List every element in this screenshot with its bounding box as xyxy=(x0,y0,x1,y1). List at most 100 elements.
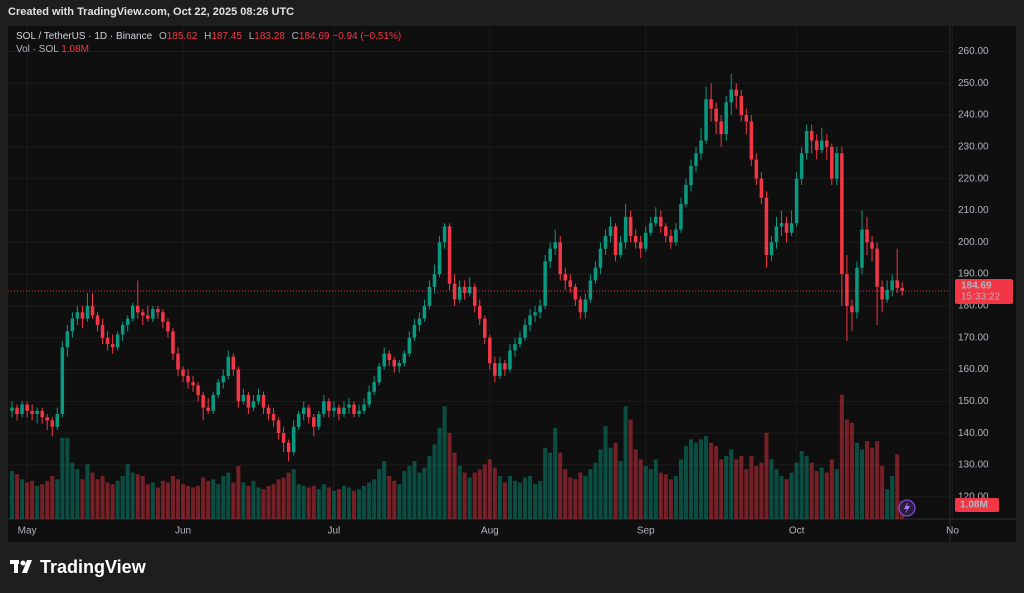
candle-body xyxy=(281,433,286,443)
volume-bar xyxy=(115,480,120,519)
volume-bar xyxy=(507,475,512,519)
candle-body xyxy=(759,178,764,198)
volume-bar xyxy=(196,485,201,519)
candle-body xyxy=(422,305,427,319)
candle-body xyxy=(628,216,633,236)
volume-value: 1.08M xyxy=(61,44,90,55)
volume-bar xyxy=(764,432,769,519)
volume-bar xyxy=(181,484,186,519)
candle-body xyxy=(241,394,246,402)
volume-bar xyxy=(523,477,528,519)
candle-body xyxy=(754,159,759,179)
candle-body xyxy=(417,318,422,325)
y-tick-label: 230.00 xyxy=(958,142,989,153)
candle-body xyxy=(648,223,653,233)
candle-body xyxy=(125,318,130,325)
volume-bar xyxy=(286,472,291,519)
volume-bar xyxy=(688,439,693,519)
volume-bar xyxy=(784,479,789,519)
candle-body xyxy=(825,140,829,147)
ohlc-letter: C xyxy=(291,31,299,42)
volume-bar xyxy=(387,475,392,519)
candle-body xyxy=(764,197,769,256)
volume-bar xyxy=(301,485,306,519)
y-tick-label: 160.00 xyxy=(958,364,989,375)
candle-body xyxy=(508,350,512,370)
volume-bar xyxy=(216,484,221,519)
ohlc-value: 185.62 xyxy=(166,31,198,42)
y-tick-label: 150.00 xyxy=(958,396,989,407)
candle-body xyxy=(367,391,371,405)
candle-body xyxy=(402,353,407,364)
candle-body xyxy=(714,108,718,122)
volume-bar xyxy=(517,482,523,519)
volume-title: Vol · SOL xyxy=(16,44,59,55)
volume-bar xyxy=(880,465,885,519)
volume-bar xyxy=(729,449,734,519)
volume-bar xyxy=(130,472,135,519)
volume-bar xyxy=(895,454,900,519)
candle-body xyxy=(115,334,120,348)
candle-body xyxy=(457,286,462,300)
volume-bar xyxy=(719,459,724,519)
candle-body xyxy=(583,299,588,313)
candle-body xyxy=(674,229,678,243)
volume-bar xyxy=(75,469,80,519)
volume-bar xyxy=(145,484,150,519)
candle-body xyxy=(538,305,542,313)
volume-bar xyxy=(170,475,175,519)
candle-body xyxy=(407,337,412,354)
candle-body xyxy=(156,309,160,313)
volume-bar xyxy=(422,467,427,519)
volume-bar xyxy=(844,419,849,519)
candle-body xyxy=(291,426,296,453)
candle-body xyxy=(342,407,346,415)
candle-body xyxy=(392,359,397,367)
volume-bar xyxy=(35,485,40,519)
volume-bar xyxy=(558,452,563,519)
candle-body xyxy=(633,235,638,243)
clip-group xyxy=(10,73,905,519)
candle-body xyxy=(382,353,386,367)
created-note: Created with TradingView.com, Oct 22, 20… xyxy=(8,6,295,18)
volume-bar xyxy=(819,467,824,519)
volume-bar xyxy=(804,456,809,519)
volume-bar xyxy=(824,472,829,519)
candle-body xyxy=(855,267,859,313)
x-tick-label: Oct xyxy=(789,526,805,537)
volume-bar xyxy=(653,459,658,519)
volume-bar xyxy=(870,447,875,519)
volume-bar xyxy=(472,472,477,519)
price-label-box xyxy=(955,278,1013,304)
ohlc-letter: H xyxy=(204,31,212,42)
volume-bar xyxy=(306,487,311,519)
candle-body xyxy=(362,404,366,411)
x-tick-label: Jun xyxy=(175,526,191,537)
candle-body xyxy=(256,394,261,402)
volume-bar xyxy=(382,460,387,519)
volume-bar xyxy=(321,484,326,519)
y-tick-label: 250.00 xyxy=(958,78,989,89)
volume-bar xyxy=(839,394,844,519)
volume-bar xyxy=(90,472,95,519)
candle-body xyxy=(603,235,608,249)
candle-body xyxy=(488,337,492,364)
volume-bar xyxy=(502,482,507,519)
candle-body xyxy=(317,414,321,427)
volume-bar xyxy=(120,475,125,519)
candle-body xyxy=(15,407,19,415)
candle-body xyxy=(201,394,205,408)
candle-body xyxy=(568,280,573,287)
candle-body xyxy=(623,216,628,243)
y-tick-label: 190.00 xyxy=(958,269,989,280)
candle-body xyxy=(523,324,527,338)
volume-bar xyxy=(372,479,377,519)
volume-bar xyxy=(849,422,854,519)
candle-body xyxy=(875,248,879,287)
volume-bar xyxy=(658,472,663,519)
candle-body xyxy=(427,286,432,306)
volume-bar xyxy=(603,426,608,519)
volume-bar xyxy=(482,464,487,519)
candle-body xyxy=(744,115,749,122)
candle-body xyxy=(135,305,140,313)
